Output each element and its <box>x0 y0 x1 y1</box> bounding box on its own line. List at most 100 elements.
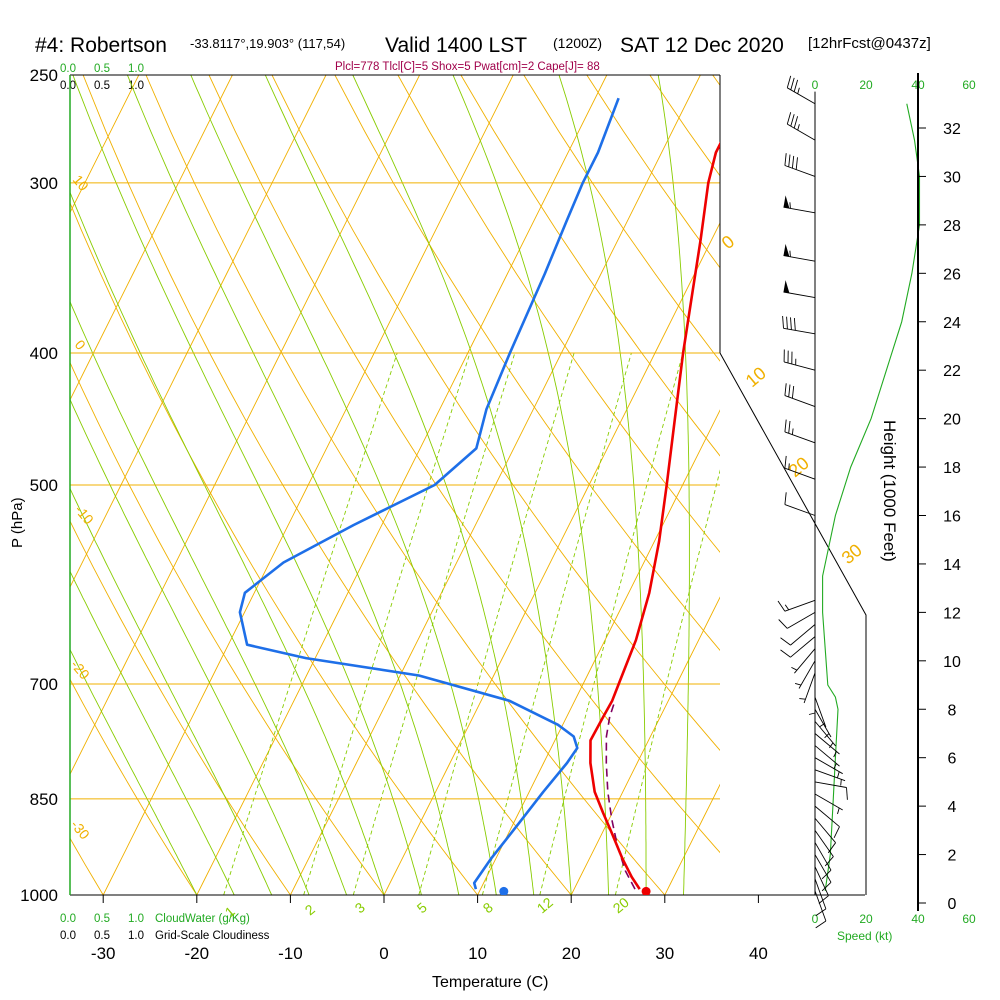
isotherm-line <box>852 75 1000 895</box>
parcel-line <box>605 700 636 890</box>
isotherm-line <box>570 596 720 895</box>
wind-barb <box>814 805 840 838</box>
dry-adiabat-line <box>0 75 10 895</box>
wind-barb <box>786 112 816 141</box>
wind-barb-staff <box>783 291 816 298</box>
wind-barb <box>784 153 816 177</box>
wind-barb-half-feather <box>789 250 791 257</box>
wind-barb <box>780 624 816 646</box>
wind-barb-feather <box>793 116 799 129</box>
wind-barb-half-feather <box>837 807 840 815</box>
wind-barb-staff <box>814 696 827 728</box>
utc-time: (1200Z) <box>553 35 602 51</box>
isotherm-line <box>196 75 608 895</box>
wind-barb <box>784 383 816 407</box>
pressure-tick-label: 300 <box>30 174 58 193</box>
cloudiness-label: Grid-Scale Cloudiness <box>155 930 270 942</box>
background-lines <box>0 75 1000 895</box>
wind-barb <box>783 349 816 371</box>
wind-barb <box>814 721 836 749</box>
height-tick-label: 6 <box>948 751 957 768</box>
wind-barb-feather <box>790 77 795 90</box>
wind-barb-half-feather <box>808 712 816 715</box>
wind-barb-feather <box>821 881 832 892</box>
wind-barb-feather <box>824 856 834 867</box>
moist-adiabat-line <box>126 75 460 895</box>
height-tick-label: 28 <box>943 218 961 235</box>
height-tick-label: 18 <box>943 460 961 477</box>
speed-tick-top: 0 <box>812 78 819 92</box>
surface-dewpoint-dot <box>499 886 509 895</box>
valid-date: SAT 12 Dec 2020 <box>620 34 784 57</box>
height-tick-label: 20 <box>943 412 961 429</box>
wind-barb-half-feather <box>797 124 800 131</box>
moist-adiabat-line <box>72 75 422 895</box>
moist-adiabat-line <box>70 648 198 895</box>
dry-adiabat-line <box>70 361 385 895</box>
wind-speed-line <box>822 103 921 891</box>
wind-barb-staff <box>787 87 816 105</box>
wind-barb-half-feather <box>833 751 837 758</box>
wind-barb <box>814 745 840 770</box>
wind-barb-staff <box>814 890 827 922</box>
wind-barb-feather <box>791 155 795 169</box>
wind-barb-staff <box>798 660 816 689</box>
pressure-tick-label: 500 <box>30 476 58 495</box>
height-tick-label: 12 <box>943 605 961 622</box>
height-tick-label: 22 <box>943 363 961 380</box>
wind-barb-feather <box>784 492 787 505</box>
dry-adiabat-line <box>70 201 478 895</box>
dry-adiabat-line <box>965 75 1000 895</box>
height-tick-label: 8 <box>948 702 957 719</box>
wind-barb-staff <box>814 757 843 775</box>
dry-adiabat-line <box>712 75 720 87</box>
wind-barb-feather <box>793 317 796 331</box>
speed-tick-top: 60 <box>962 78 976 92</box>
isotherm-line <box>383 221 720 895</box>
dry-adiabat-label: -10 <box>72 502 97 528</box>
dry-adiabat-label: -20 <box>68 657 93 683</box>
wind-barb-staff <box>814 793 843 811</box>
height-tick-label: 4 <box>948 799 957 816</box>
cloud-tick-green-2: 1.0 <box>128 63 144 75</box>
isotherm-label: 10 <box>742 363 770 391</box>
wind-barb-half-feather <box>840 779 842 786</box>
temperature-tick-label: -20 <box>185 944 210 963</box>
wind-barb-feather <box>786 316 788 330</box>
frame-right-lower <box>719 352 867 895</box>
height-tick-label: 26 <box>943 266 961 283</box>
isotherm-line <box>664 783 720 895</box>
wind-barb-staff <box>814 854 832 883</box>
wind-barb-half-feather <box>791 428 794 435</box>
wind-barb <box>778 611 816 629</box>
wind-barb-half-feather <box>789 202 791 209</box>
temperature-tick-label: -10 <box>278 944 303 963</box>
wind-barb <box>814 769 846 786</box>
wind-barb <box>814 866 829 904</box>
speed-tick-bottom: 60 <box>962 912 976 926</box>
cloud-tick-black-1: 0.5 <box>94 80 110 92</box>
speed-tick-top: 20 <box>859 78 873 92</box>
station-title: #4: Robertson <box>35 34 167 57</box>
cloud-water-label: CloudWater (g/Kg) <box>155 913 250 925</box>
pressure-tick-label: 400 <box>30 344 58 363</box>
wind-barb-half-feather <box>794 682 802 686</box>
wind-barb <box>784 455 816 480</box>
wind-barb-flag <box>783 280 790 294</box>
mixing-ratio-line <box>418 352 575 895</box>
isotherm-line <box>70 75 233 401</box>
pressure-axis: 250 300 400 500 700 850 1000 <box>20 66 58 905</box>
temperature-tick-label: 0 <box>379 944 388 963</box>
wind-barb-feather <box>788 420 791 434</box>
isotherm-label: 30 <box>838 540 866 568</box>
cloud-tick-green-1: 0.5 <box>94 63 110 75</box>
wind-barb-staff <box>784 467 816 480</box>
temperature-tick-label: -30 <box>91 944 116 963</box>
height-tick-label: 32 <box>943 121 961 138</box>
speed-axis-label: Speed (kt) <box>837 929 892 943</box>
wind-barb-staff <box>787 611 816 629</box>
moist-adiabat-line <box>70 300 348 895</box>
cloud-tick-green-2-bottom: 1.0 <box>128 913 144 925</box>
temperature-line <box>589 141 720 890</box>
